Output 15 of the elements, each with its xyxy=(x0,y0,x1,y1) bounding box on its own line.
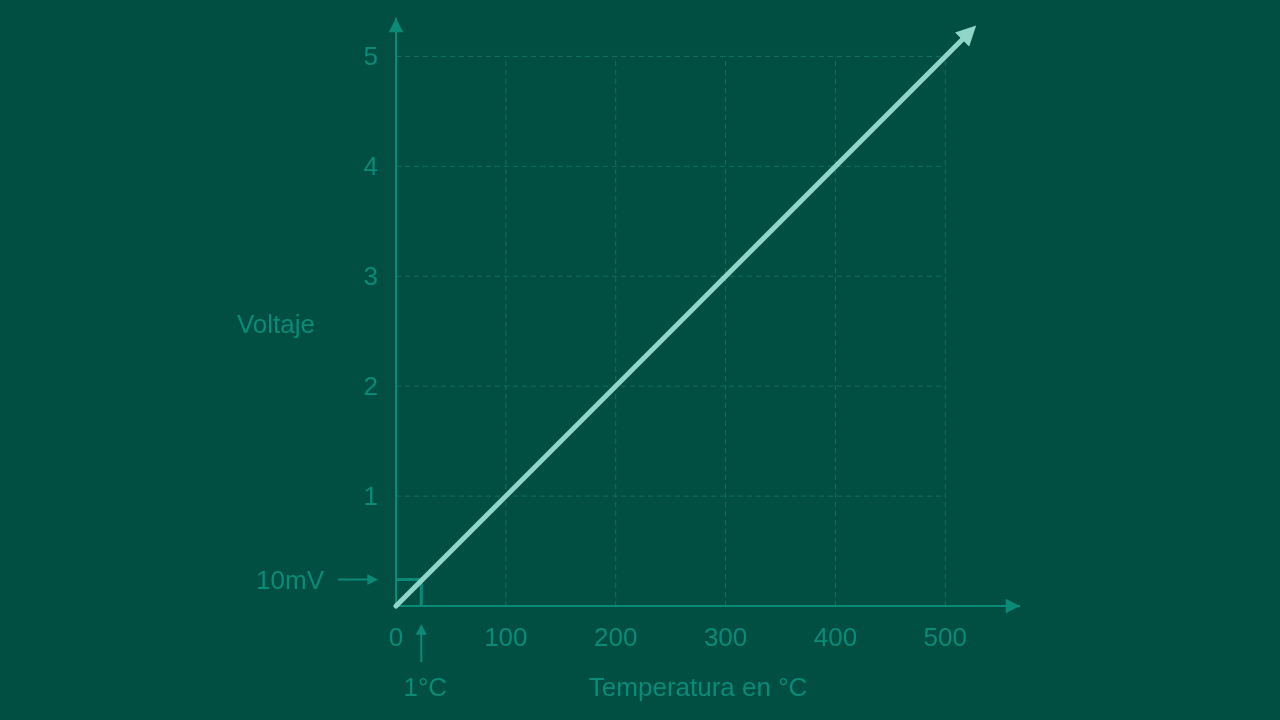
x-tick-label: 100 xyxy=(484,622,528,652)
y-tick-label: 4 xyxy=(363,151,378,182)
y-tick-label: 2 xyxy=(363,371,378,402)
x-tick-label: 400 xyxy=(813,622,858,652)
x-tick-label: 200 xyxy=(594,622,638,652)
x-tick-label: 300 xyxy=(703,622,748,652)
y-tick-label: 1 xyxy=(363,481,378,512)
y-tick-label: 5 xyxy=(363,41,378,72)
x-tick-label: 500 xyxy=(923,622,967,652)
x-tick-label: 0 xyxy=(388,622,404,652)
text: 1°C xyxy=(403,672,448,702)
y-tick-label: 3 xyxy=(363,261,378,292)
y-axis-title: Voltaje xyxy=(236,309,316,339)
text: 10mV xyxy=(256,564,325,595)
x-axis-title: Temperatura en °C xyxy=(588,672,808,702)
